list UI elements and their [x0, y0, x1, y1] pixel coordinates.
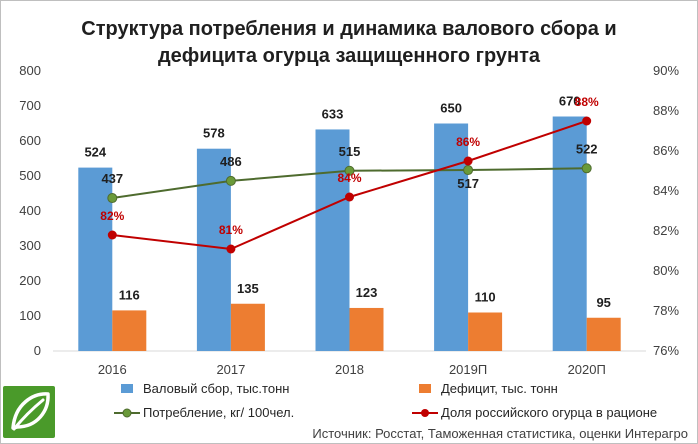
y-axis-right: 76% 78% 80% 82% 84% 86% 88% 90% [653, 63, 679, 358]
data-label-harvest: 670 [559, 94, 581, 109]
x-tick-label: 2016 [98, 362, 127, 377]
data-label-consumption: 522 [576, 141, 598, 156]
point-share [226, 244, 236, 254]
legend-swatch-deficit [419, 384, 431, 393]
x-tick-label: 2018 [335, 362, 364, 377]
y-tick-label: 200 [19, 273, 41, 288]
legend-swatch-harvest [121, 384, 133, 393]
data-labels: 524 578 633 650 670 116 135 123 110 95 437 486 515 51… [84, 94, 610, 310]
data-label-share: 86% [456, 135, 480, 149]
data-label-deficit: 135 [237, 281, 259, 296]
bar-harvest [434, 123, 469, 351]
bar-deficit [349, 307, 384, 351]
y-tick-label: 700 [19, 98, 41, 113]
data-label-deficit: 123 [356, 285, 378, 300]
data-label-deficit: 95 [596, 295, 610, 310]
bar-deficit [230, 303, 265, 351]
point-consumption [344, 165, 355, 176]
bar-harvest [315, 129, 350, 351]
chart-title-line-1: Структура потребления и динамика валовог… [81, 18, 616, 40]
data-label-share: 81% [219, 223, 243, 237]
legend-label-consumption: Потребление, кг/ 100чел. [143, 405, 294, 420]
point-consumption [581, 163, 592, 174]
x-tick-label: 2019П [449, 362, 487, 377]
y-axis-left: 0 100 200 300 400 500 600 700 800 [19, 63, 41, 358]
y-tick-label: 600 [19, 133, 41, 148]
data-label-consumption: 486 [220, 154, 242, 169]
data-label-deficit: 116 [119, 287, 140, 302]
data-label-share: 84% [337, 171, 361, 185]
leaf-logo-icon [3, 386, 55, 438]
point-share [107, 230, 117, 240]
data-label-harvest: 578 [203, 126, 225, 141]
bar-harvest [196, 148, 231, 351]
bar-deficit [112, 310, 147, 351]
legend-label-harvest: Валовый сбор, тыс.тонн [143, 381, 289, 396]
line-series [107, 116, 592, 254]
y2-tick-label: 84% [653, 183, 679, 198]
x-axis: 2016 2017 2018 2019П 2020П [98, 362, 606, 377]
y-tick-label: 300 [19, 238, 41, 253]
y-tick-label: 500 [19, 168, 41, 183]
y-tick-label: 100 [19, 308, 41, 323]
y-tick-label: 0 [34, 343, 41, 358]
point-share [345, 192, 354, 202]
x-tick-label: 2020П [568, 362, 606, 377]
y2-tick-label: 82% [653, 223, 679, 238]
legend: Валовый сбор, тыс.тонн Дефицит, тыс. тон… [114, 381, 657, 420]
y2-tick-label: 78% [653, 303, 679, 318]
bar-harvest [552, 116, 587, 351]
data-label-harvest: 524 [84, 145, 106, 160]
point-consumption [463, 165, 474, 176]
data-label-consumption: 515 [339, 144, 361, 159]
point-consumption [225, 175, 236, 186]
source-note: Источник: Росстат, Таможенная статистика… [312, 426, 688, 441]
y2-tick-label: 80% [653, 263, 679, 278]
y2-tick-label: 88% [653, 103, 679, 118]
y2-tick-label: 76% [653, 343, 679, 358]
data-label-consumption: 517 [457, 176, 479, 191]
data-label-share: 88% [575, 95, 599, 109]
data-label-deficit: 110 [475, 290, 496, 305]
data-label-harvest: 650 [440, 101, 462, 116]
point-share [582, 116, 592, 126]
y-tick-label: 800 [19, 63, 41, 78]
legend-swatch-share-marker [421, 409, 429, 417]
legend-swatch-consumption-marker [122, 408, 132, 418]
data-label-share: 82% [100, 209, 124, 223]
point-consumption [107, 193, 118, 204]
bar-deficit [468, 312, 503, 351]
data-label-harvest: 633 [322, 106, 344, 121]
legend-label-deficit: Дефицит, тыс. тонн [441, 381, 558, 396]
data-label-consumption: 437 [101, 171, 123, 186]
x-tick-label: 2017 [216, 362, 245, 377]
bar-harvest [78, 167, 113, 351]
point-share [463, 156, 473, 166]
bar-deficit [586, 317, 621, 351]
legend-label-share: Доля российского огурца в рационе [441, 405, 657, 420]
chart-title-line-2: дефицита огурца защищенного грунта [158, 45, 541, 67]
y-tick-label: 400 [19, 203, 41, 218]
y2-tick-label: 90% [653, 63, 679, 78]
y2-tick-label: 86% [653, 143, 679, 158]
